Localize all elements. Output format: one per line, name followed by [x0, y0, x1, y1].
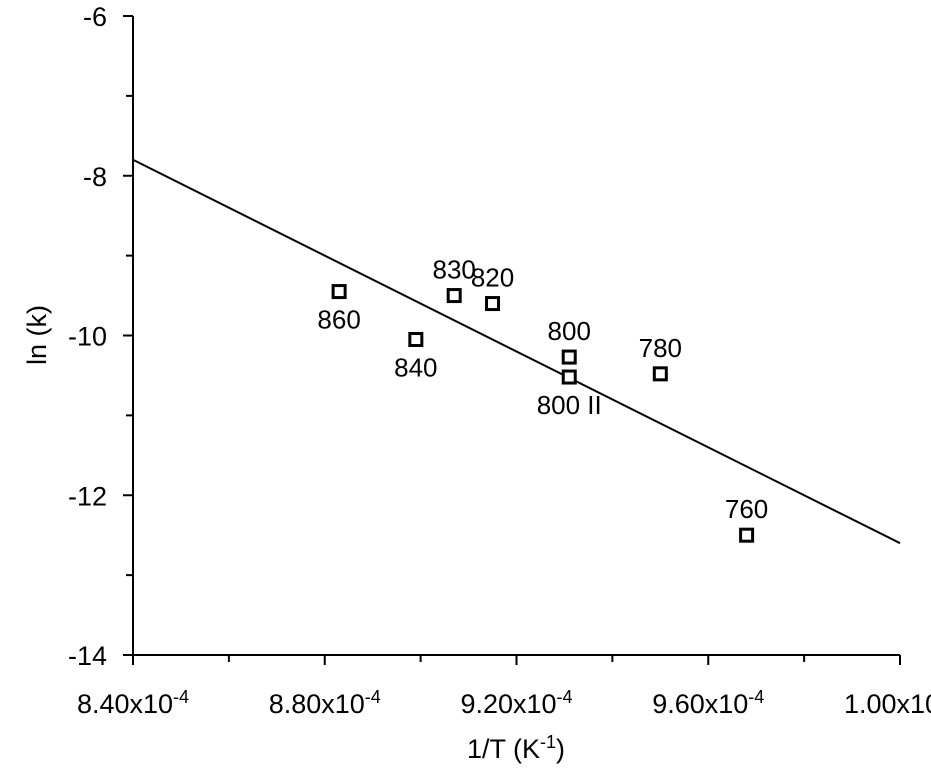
data-point-marker: [561, 349, 577, 365]
data-point-marker: [485, 296, 501, 312]
data-point-label: 840: [394, 352, 437, 382]
x-tick-label: 8.80x10-4: [269, 687, 381, 719]
data-point-label: 760: [725, 494, 768, 524]
fit-line: [132, 158, 901, 545]
data-point-marker: [408, 331, 424, 347]
axes: [132, 16, 900, 656]
y-tick-label: -6: [83, 2, 107, 32]
x-axis-title-main: 1/T (K: [467, 734, 540, 764]
x-tick-label: 9.60x10-4: [652, 687, 764, 719]
data-point-marker: [331, 284, 347, 300]
y-tick-label: -12: [68, 481, 107, 511]
x-tick-exponent: -4: [365, 687, 381, 707]
data-point-label: 830: [432, 255, 475, 285]
x-tick-exponent: -4: [173, 687, 189, 707]
x-tick-label: 1.00x10-3: [844, 687, 931, 719]
x-axis-title-suffix: ): [556, 734, 565, 764]
y-tick-label: -14: [68, 641, 107, 671]
data-point-label: 860: [317, 305, 360, 335]
data-point-label: 780: [639, 333, 682, 363]
x-tick-label: 9.20x10-4: [460, 687, 572, 719]
x-tick-mantissa: 8.80x10: [269, 689, 365, 719]
x-tick-mantissa: 9.60x10: [652, 689, 748, 719]
data-point-label: 800: [548, 316, 591, 346]
data-point-label: 800 II: [537, 390, 602, 420]
data-point-label: 820: [471, 263, 514, 293]
fit-line-group: [132, 158, 901, 545]
y-tick-label: -8: [83, 162, 107, 192]
y-axis-title: ln (k): [22, 305, 52, 365]
data-point-marker: [561, 369, 577, 385]
x-tick-exponent: -4: [748, 687, 764, 707]
ticks: -6-8-10-12-148.40x10-4 8.80x10-4 9.20x10-4…: [68, 2, 931, 719]
x-tick-label: 8.40x10-4: [77, 687, 189, 719]
data-point-marker: [739, 527, 755, 543]
data-point-marker: [652, 366, 668, 382]
x-tick-mantissa: 1.00x10: [844, 689, 931, 719]
x-tick-exponent: -4: [557, 687, 573, 707]
y-tick-label: -10: [68, 322, 107, 352]
x-tick-mantissa: 8.40x10: [77, 689, 173, 719]
x-axis-title-superscript: -1: [540, 732, 556, 752]
x-axis-title: 1/T (K-1): [467, 732, 565, 764]
x-tick-mantissa: 9.20x10: [460, 689, 556, 719]
axis-titles: 1/T (K-1) ln (k): [22, 305, 565, 764]
data-point-marker: [446, 288, 462, 304]
